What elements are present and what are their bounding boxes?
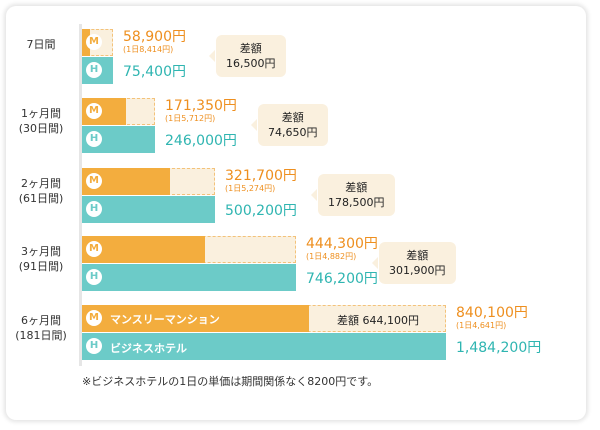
badge-m-icon: M xyxy=(86,310,102,326)
bar-monthly-mansion xyxy=(82,236,205,263)
badge-h-icon: H xyxy=(86,131,102,147)
difference-value: 16,500円 xyxy=(226,57,276,70)
difference-callout: 差額 178,500円 xyxy=(311,174,395,216)
monthly-value: 171,350円 xyxy=(165,98,237,114)
badge-m-icon: M xyxy=(86,103,102,119)
difference-callout: 差額 16,500円 xyxy=(209,35,286,77)
monthly-daily-rate: (1日5,274円) xyxy=(225,184,276,193)
hotel-value: 746,200円 xyxy=(306,271,378,287)
series-name-monthly: マンスリーマンション xyxy=(110,313,220,326)
monthly-daily-rate: (1日4,882円) xyxy=(306,252,357,261)
footnote: ※ビジネスホテルの1日の単価は期間関係なく8200円です。 xyxy=(82,375,379,388)
period-label: 1ヶ月間 (30日間) xyxy=(18,107,64,135)
difference-label: 差額 xyxy=(281,111,304,124)
difference-label: 差額 xyxy=(239,42,262,55)
bar-business-hotel xyxy=(82,333,446,360)
difference-callout: 差額 301,900円 xyxy=(372,242,456,284)
difference-label: 差額 644,100円 xyxy=(337,314,419,327)
monthly-value: 58,900円 xyxy=(123,29,186,45)
monthly-daily-rate: (1日5,712円) xyxy=(165,114,216,123)
bar-monthly-mansion xyxy=(82,305,309,332)
hotel-value: 246,000円 xyxy=(165,133,237,149)
period-label: 7日間 xyxy=(26,38,56,51)
series-name-hotel: ビジネスホテル xyxy=(110,342,187,355)
period-label: 3ヶ月間 (91日間) xyxy=(18,245,64,273)
difference-value: 74,650円 xyxy=(268,126,318,139)
hotel-value: 500,200円 xyxy=(225,203,297,219)
badge-h-icon: H xyxy=(86,62,102,78)
monthly-value: 840,100円 xyxy=(456,305,528,321)
axis-line xyxy=(79,24,82,366)
badge-m-icon: M xyxy=(86,34,102,50)
badge-h-icon: H xyxy=(86,338,102,354)
monthly-daily-rate: (1日8,414円) xyxy=(123,45,174,54)
monthly-value: 444,300円 xyxy=(306,236,378,252)
difference-label: 差額 xyxy=(345,181,368,194)
difference-label: 差額 xyxy=(406,249,429,262)
period-label: 6ヶ月間 (181日間) xyxy=(15,314,67,342)
hotel-value: 75,400円 xyxy=(123,64,186,80)
difference-value: 301,900円 xyxy=(389,264,446,277)
difference-value: 178,500円 xyxy=(328,196,385,209)
bar-business-hotel xyxy=(82,264,296,291)
monthly-value: 321,700円 xyxy=(225,168,297,184)
difference-callout: 差額 74,650円 xyxy=(251,104,328,146)
hotel-value: 1,484,200円 xyxy=(456,340,542,356)
badge-h-icon: H xyxy=(86,201,102,217)
period-label: 2ヶ月間 (61日間) xyxy=(18,177,64,205)
badge-h-icon: H xyxy=(86,269,102,285)
bar-business-hotel xyxy=(82,196,215,223)
badge-m-icon: M xyxy=(86,173,102,189)
monthly-daily-rate: (1日4,641円) xyxy=(456,321,507,330)
badge-m-icon: M xyxy=(86,241,102,257)
